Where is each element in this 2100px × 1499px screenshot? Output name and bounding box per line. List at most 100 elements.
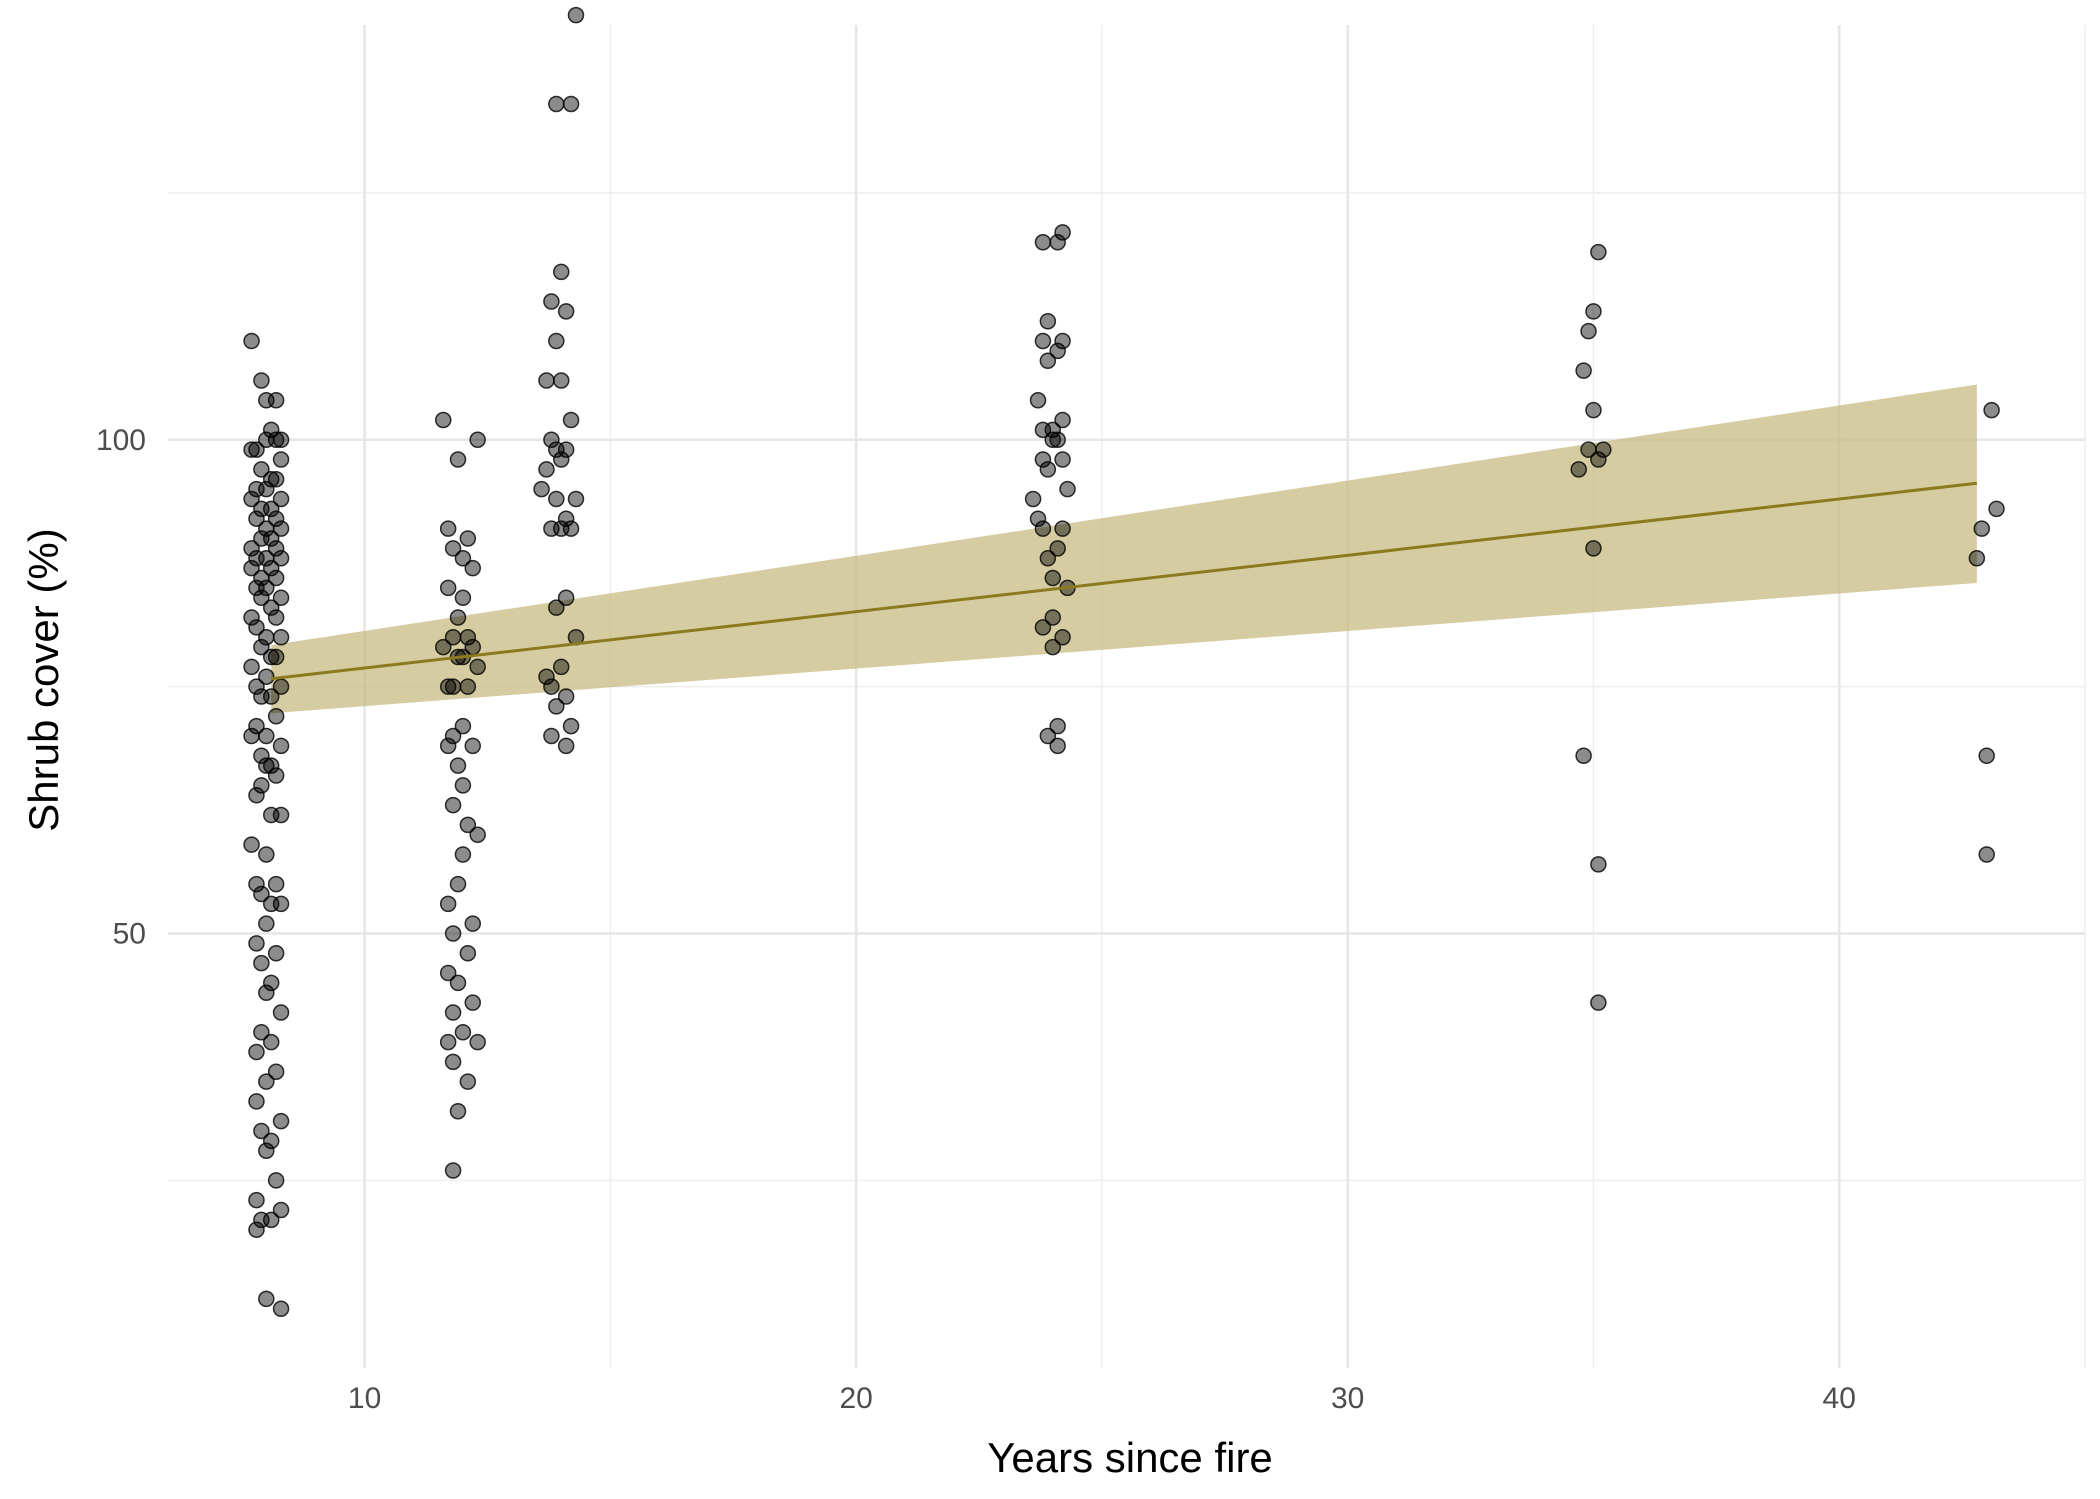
data-point xyxy=(439,737,457,755)
data-point xyxy=(444,678,462,695)
trend-line-group xyxy=(271,481,1978,681)
data-point xyxy=(439,678,457,695)
data-point xyxy=(258,984,275,1001)
trend-line xyxy=(271,481,1978,681)
data-point xyxy=(449,974,467,992)
data-point xyxy=(469,658,486,676)
data-point xyxy=(272,629,290,646)
data-point xyxy=(258,1290,275,1308)
data-point xyxy=(449,451,467,468)
data-point xyxy=(248,787,265,804)
data-point xyxy=(454,846,472,863)
data-points xyxy=(243,6,2005,1317)
data-point xyxy=(267,1063,285,1080)
data-point xyxy=(243,490,260,508)
data-point xyxy=(533,480,550,498)
data-point xyxy=(248,441,265,458)
data-point xyxy=(1585,303,1602,320)
data-point xyxy=(444,925,462,942)
data-point xyxy=(267,945,285,962)
data-point xyxy=(557,441,575,458)
data-point xyxy=(258,915,275,932)
data-point xyxy=(552,263,570,281)
data-point xyxy=(552,658,570,676)
data-point xyxy=(258,727,275,745)
data-point xyxy=(253,885,270,903)
confidence-ribbon xyxy=(271,384,1977,714)
data-point xyxy=(1044,569,1062,587)
data-point xyxy=(1580,322,1597,340)
data-point xyxy=(449,757,467,774)
data-point xyxy=(272,1300,290,1317)
data-point xyxy=(1049,540,1066,557)
data-point xyxy=(557,688,575,705)
data-point xyxy=(469,826,486,843)
data-point xyxy=(1059,480,1076,498)
data-point xyxy=(258,480,275,498)
data-point xyxy=(248,510,265,527)
data-point xyxy=(1039,727,1057,745)
data-point xyxy=(543,431,560,448)
data-point xyxy=(454,550,472,567)
data-point xyxy=(1983,401,2000,419)
data-point xyxy=(439,1033,457,1051)
data-point xyxy=(1054,520,1071,537)
data-point xyxy=(1054,629,1071,646)
data-point xyxy=(248,1191,265,1209)
data-point xyxy=(444,540,462,557)
data-point xyxy=(562,717,580,735)
data-point xyxy=(1575,362,1592,379)
data-point xyxy=(1590,243,1607,261)
data-point xyxy=(444,1053,462,1071)
data-point xyxy=(1034,619,1052,636)
data-point xyxy=(459,945,477,962)
data-point xyxy=(262,559,280,577)
data-point xyxy=(1029,510,1047,527)
data-point xyxy=(444,796,462,814)
data-point xyxy=(272,1004,290,1021)
data-point xyxy=(272,1201,290,1219)
data-point xyxy=(1968,550,1986,567)
data-point xyxy=(543,678,560,695)
data-point xyxy=(1054,224,1071,241)
data-point xyxy=(1973,520,1991,537)
tick-labels: 10 20 30 40 50 100 xyxy=(96,424,1856,1415)
y-tick-label: 50 xyxy=(113,918,146,951)
x-tick-label: 10 xyxy=(348,1382,381,1415)
data-point xyxy=(543,727,560,745)
data-point xyxy=(253,589,270,606)
x-tick-label: 30 xyxy=(1331,1382,1364,1415)
data-point xyxy=(454,717,472,735)
data-point xyxy=(538,668,555,685)
data-point xyxy=(562,520,580,537)
data-point xyxy=(1570,461,1587,478)
data-point xyxy=(262,1211,280,1229)
data-point xyxy=(1049,234,1066,251)
data-point xyxy=(262,1132,280,1150)
data-point xyxy=(464,994,482,1011)
data-point xyxy=(1034,234,1052,251)
data-point xyxy=(258,1073,275,1090)
data-point xyxy=(267,875,285,893)
data-point xyxy=(272,589,290,606)
data-point xyxy=(258,668,275,685)
data-point xyxy=(243,441,260,458)
data-point xyxy=(253,1122,270,1140)
data-point xyxy=(449,609,467,626)
data-point xyxy=(464,559,482,577)
data-point xyxy=(272,1112,290,1130)
data-point xyxy=(449,1103,467,1120)
data-point xyxy=(548,332,565,350)
y-axis-title: Shrub cover (%) xyxy=(20,528,67,831)
data-point xyxy=(469,1033,486,1051)
data-point xyxy=(1595,441,1612,458)
data-point xyxy=(267,569,285,587)
data-point xyxy=(243,727,260,745)
data-point xyxy=(243,658,260,676)
data-point xyxy=(272,490,290,508)
data-point xyxy=(552,372,570,389)
data-point xyxy=(459,1073,477,1090)
data-point xyxy=(1978,747,1995,764)
data-point xyxy=(548,599,565,616)
